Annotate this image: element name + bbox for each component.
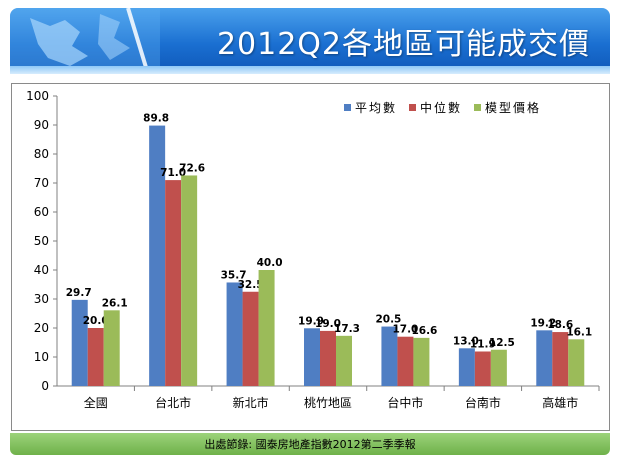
category-label: 高雄市 [542,395,578,410]
data-label: 18.6 [547,319,573,331]
data-label: 17.3 [334,323,360,335]
data-label: 32.5 [238,279,264,291]
category-label: 台南市 [465,395,501,410]
map-decoration-icon [10,8,160,74]
data-label: 20.5 [375,314,401,326]
data-label: 20.0 [83,315,109,327]
y-tick-label: 100 [26,89,49,103]
y-tick-label: 90 [34,118,49,132]
data-label: 13.0 [453,335,479,347]
y-tick-label: 20 [34,321,49,335]
data-label: 16.1 [566,326,592,338]
bar [490,349,507,386]
data-label: 19.0 [315,318,341,330]
data-label: 71.0 [160,167,186,179]
legend-swatch [409,104,416,111]
chart-frame: 0 10 20 30 40 50 60 70 80 90 100 29.7 20.0 26.1 全國 89.8… [11,83,610,431]
category-label: 新北市 [233,395,269,410]
bar-chart: 0 10 20 30 40 50 60 70 80 90 100 29.7 20.0 26.1 全國 89.8… [26,89,600,410]
y-tick-label: 10 [34,350,49,364]
category-label: 台中市 [387,395,423,410]
bar [381,326,398,386]
y-tick-label: 70 [34,176,49,190]
data-label: 35.7 [221,269,247,281]
banner-stripe [10,66,610,74]
data-label: 17.0 [392,324,418,336]
bar [71,299,88,386]
data-label: 19.9 [298,315,324,327]
data-label: 26.1 [102,297,128,309]
footer-bar: 出處節錄: 國泰房地產指數2012第二季季報 [10,433,610,455]
page-title: 2012Q2各地區可能成交價 [216,27,590,62]
data-label: 16.6 [411,325,437,337]
y-tick-label: 0 [41,379,49,393]
bar [304,328,320,386]
category-label: 全國 [84,395,108,410]
bar [103,310,120,386]
data-label: 12.5 [489,337,515,349]
bar [568,339,585,386]
y-tick-label: 80 [34,147,49,161]
legend-swatch [474,104,481,111]
bar [87,328,104,386]
legend-swatch [344,104,351,111]
bar [474,351,491,386]
bar [458,348,475,386]
header-banner: 2012Q2各地區可能成交價 [10,8,610,74]
bar [165,180,182,386]
category-label: 桃竹地區 [304,395,352,410]
y-tick-label: 60 [34,205,49,219]
bar [336,335,352,386]
data-label: 72.6 [179,162,205,174]
bar [181,175,198,386]
data-label: 19.2 [530,317,556,329]
category-label: 台北市 [155,395,191,410]
bar [242,291,259,386]
data-label: 89.8 [143,113,169,125]
bar [552,332,569,386]
y-tick-label: 40 [34,263,49,277]
data-label: 40.0 [257,257,283,269]
legend-label: 中位數 [420,100,462,115]
legend-label: 平均數 [355,101,397,115]
bar [536,330,553,386]
bar [320,330,336,386]
y-tick-label: 50 [34,234,49,248]
data-label: 11.9 [470,338,496,350]
bar [226,282,243,386]
data-label: 29.7 [66,287,92,299]
bar [149,125,166,386]
y-tick-label: 30 [34,292,49,306]
source-note: 出處節錄: 國泰房地產指數2012第二季季報 [204,438,416,451]
bar [413,337,430,386]
bar [397,336,414,386]
bar [258,270,275,386]
legend-label: 模型價格 [485,100,541,115]
